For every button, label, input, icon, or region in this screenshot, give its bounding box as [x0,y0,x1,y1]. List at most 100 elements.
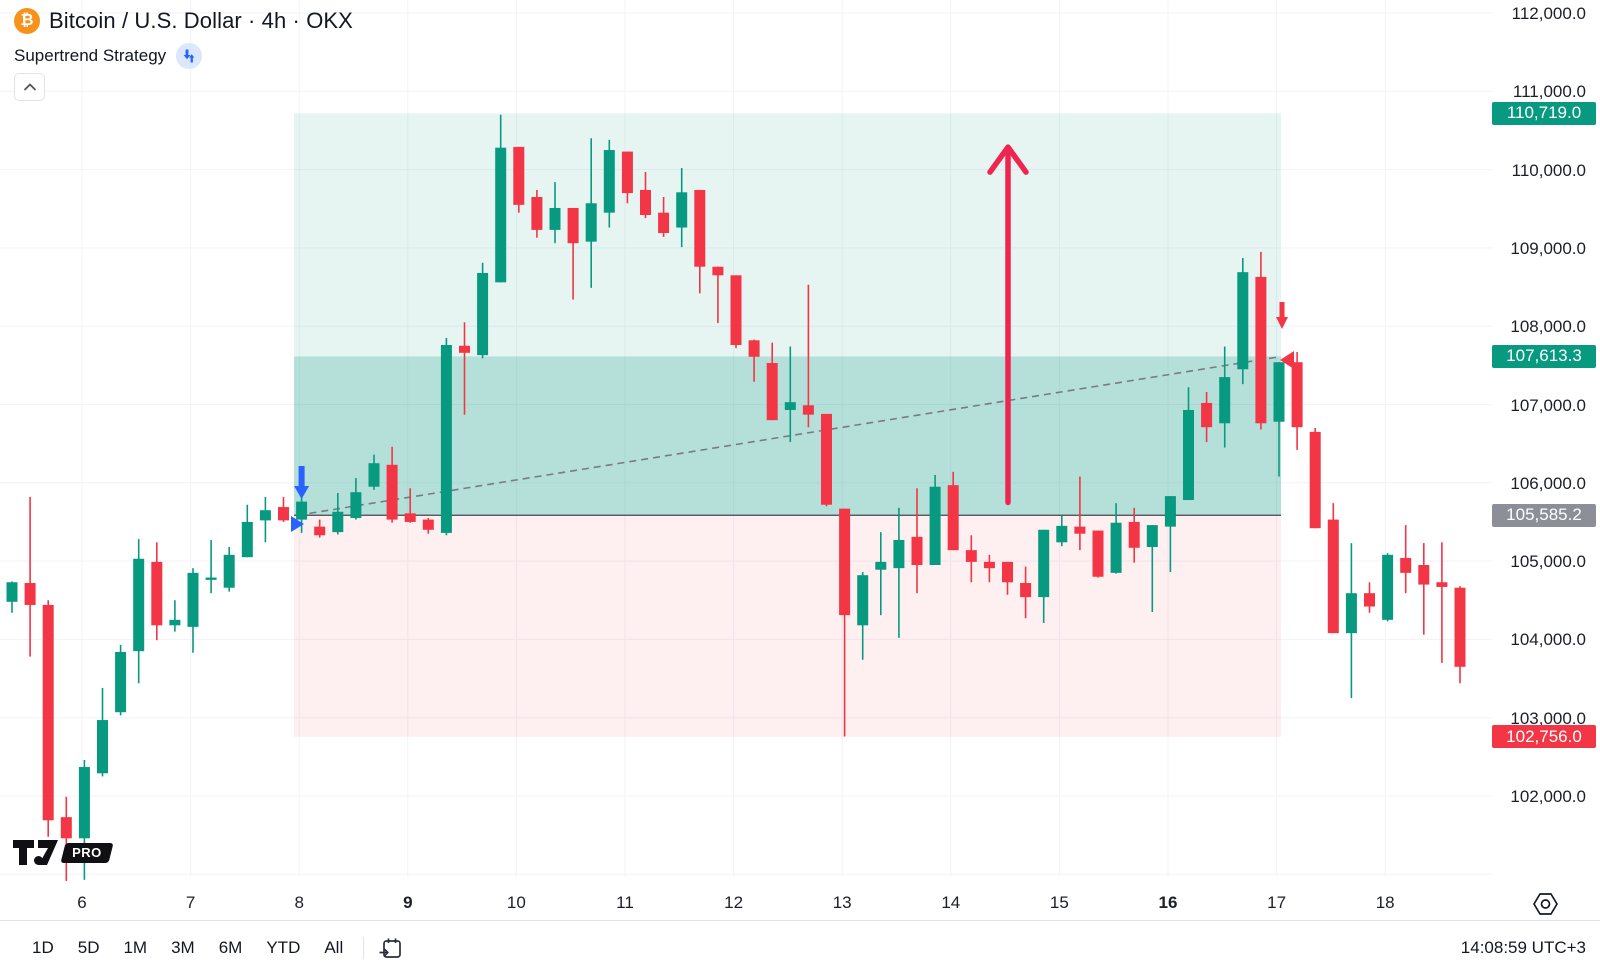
tradingview-pro-logo[interactable]: PRO [13,840,114,866]
big-up-arrow-head [987,144,1029,175]
candle-down [1255,251,1267,430]
clock-utc-label[interactable]: 14:08:59 UTC+3 [1460,938,1586,957]
candle-up [97,687,108,777]
candle-down [965,535,977,583]
candle-down [314,519,326,538]
strategy-arrows-icon [176,43,203,69]
candle-up [115,644,127,716]
date-label: 15 [1049,893,1069,912]
date-label: 18 [1375,893,1395,912]
candle-down [513,146,525,213]
candle-up [440,337,452,536]
candle-down [1454,586,1466,684]
candle-down [459,322,470,415]
sell-down-arrow-icon [1276,317,1288,329]
candle-down [1002,561,1013,595]
candle-up [1038,529,1050,623]
candle-down [24,496,36,657]
candle-up [676,168,688,248]
collapse-panel-button[interactable] [14,73,45,101]
candle-up [1382,553,1394,622]
candle-down [1436,542,1448,663]
candle-up [1056,515,1068,547]
date-label: 10 [506,893,526,912]
candle-up [875,532,887,616]
price-tick-label: 106,000.0 [1510,473,1586,493]
candle-down [766,342,778,421]
price-tick-label: 108,000.0 [1510,317,1586,337]
range-button-all[interactable]: All [324,938,344,957]
candle-down [658,197,670,237]
date-label: 8 [294,893,304,912]
candle-down [567,207,579,300]
sell-exit-triangle-icon [1280,351,1294,369]
dashed-trend-line [297,355,1282,517]
range-button-5d[interactable]: 5D [77,938,100,957]
chevron-up-icon [23,83,36,91]
price-level-badge-gray: 105,585.2 [1492,503,1596,527]
date-label: 9 [403,893,413,912]
candle-down [1128,507,1140,563]
calendar-icon [379,938,402,958]
price-tick-label: 107,000.0 [1510,395,1586,415]
candle-up [1183,387,1194,501]
candle-up [1345,543,1357,699]
range-button-1d[interactable]: 1D [32,938,54,957]
range-buttons: 1D 5D 1M 3M 6M YTD All [20,932,355,964]
range-button-ytd[interactable]: YTD [266,938,301,957]
candle-down [748,339,760,382]
candle-up [296,497,308,533]
candle-up [259,496,271,543]
date-label: 11 [616,893,634,912]
range-button-1m[interactable]: 1M [123,938,148,957]
date-label: 14 [941,893,961,912]
supertrend-upper-zone [294,113,1281,357]
bitcoin-logo-icon: ₿ [14,8,40,34]
candle-down [1020,566,1032,619]
candle-up [368,454,380,490]
time-axis[interactable]: 6 7 8 9 10 11 12 13 14 15 16 17 18 [0,877,1600,920]
go-to-date-button[interactable] [378,936,403,961]
candle-up [6,581,18,613]
candle-up [332,492,344,535]
tradingview-logo-icon [13,840,58,865]
candle-down [983,554,995,583]
candle-down [821,413,832,507]
candle-up [495,114,507,283]
price-axis[interactable]: 112,000.0 111,000.0 110,000.0 109,000.0 108,… [1462,0,1600,920]
candle-down [1092,530,1104,578]
candle-down [1400,525,1412,594]
candle-up [1110,503,1122,574]
candle-down [60,796,72,881]
candle-up [133,539,145,684]
candle-down [386,446,398,523]
price-tick-label: 109,000.0 [1510,238,1586,258]
candle-down [1327,503,1339,634]
range-button-3m[interactable]: 3M [171,938,195,957]
price-tick-label: 105,000.0 [1510,552,1586,572]
candle-down [1291,352,1303,450]
candle-up [893,507,905,638]
candle-up [350,478,362,520]
symbol-title[interactable]: Bitcoin / U.S. Dollar · 4h · OKX [49,8,353,33]
price-level-badge-green: 107,613.3 [1492,344,1596,368]
pro-badge: PRO [60,843,114,863]
buy-entry-triangle-icon [291,516,304,532]
candle-up [169,600,181,632]
toolbar-divider [363,937,365,959]
range-button-6m[interactable]: 6M [218,938,243,957]
axis-settings-gear-icon[interactable] [1532,892,1559,921]
candle-down [947,471,959,551]
candle-down [422,518,434,534]
candle-down [694,189,706,294]
candle-down [404,488,416,523]
candle-down [621,151,633,204]
candle-down [278,496,289,522]
price-tick-label: 111,000.0 [1512,82,1586,102]
candle-down [42,600,54,837]
strategy-title[interactable]: Supertrend Strategy [14,46,167,65]
price-tick-label: 103,000.0 [1510,708,1586,728]
candle-up [1219,346,1231,448]
